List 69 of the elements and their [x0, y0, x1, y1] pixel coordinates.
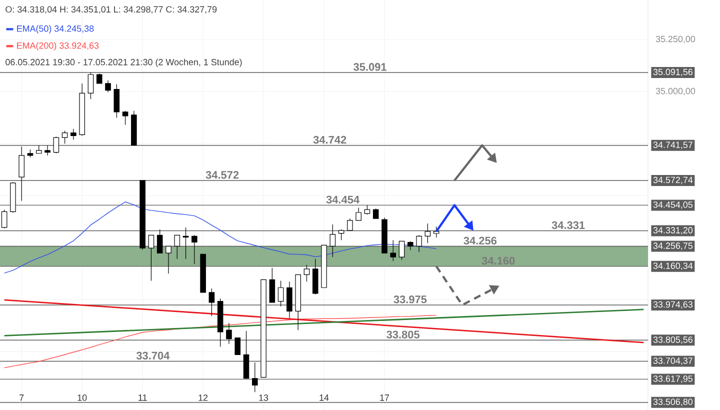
annotation: 33.805: [386, 330, 420, 338]
candlestick: [243, 330, 250, 380]
candlestick: [269, 268, 276, 303]
candlestick: [96, 73, 102, 84]
annotation: 34.331: [552, 221, 585, 230]
candlestick: [286, 281, 292, 319]
x-tick-label: 11: [138, 394, 147, 401]
ref-line-label: 33.805,56: [653, 336, 692, 344]
candlestick: [156, 229, 163, 254]
candlestick: [234, 337, 240, 355]
candlestick: [148, 234, 154, 282]
ref-line-label: 34.160,34: [653, 262, 693, 270]
ref-line-label: 34.256,75: [653, 242, 693, 250]
annotation: 06.05.2021 19:30 - 17.05.2021 21:30 (2 Wochen, 1 Stunde): [6, 58, 242, 68]
ref-line-label: 33.704,37: [653, 358, 692, 365]
candlestick: [105, 80, 111, 92]
candlestick: [278, 280, 284, 307]
candlestick: [62, 130, 68, 144]
candlestick: [166, 246, 172, 274]
candlestick: [330, 224, 336, 258]
x-tick-label: 14: [320, 394, 329, 401]
candlestick: [424, 223, 431, 244]
candlestick: [356, 207, 362, 221]
legend-label: EMA(200) 33.924,63: [17, 42, 99, 51]
x-tick-label: 7: [20, 394, 24, 401]
annotation: O: 34.318,04 H: 34.351,01 L: 34.298,77 C: 34.327,79: [6, 6, 217, 14]
annotation: 34.256: [464, 236, 497, 245]
ref-line-label: 34.454,05: [653, 201, 693, 209]
candlestick: [364, 204, 370, 215]
candlestick: [114, 84, 120, 118]
annotation: 33.704: [136, 352, 170, 360]
x-tick-label: 12: [198, 394, 208, 401]
candlestick: [208, 288, 215, 316]
annotation: 34.742: [313, 136, 346, 144]
candlestick: [398, 240, 405, 260]
candlestick: [338, 229, 344, 240]
y-tick-label: 35.250,00: [656, 36, 696, 44]
ref-line-label: 34.572,74: [653, 176, 693, 184]
candlestick: [372, 208, 379, 219]
x-tick-label: 10: [78, 394, 87, 401]
ref-line-label: 34.331,20: [653, 227, 693, 234]
candlestick: [70, 128, 76, 140]
candlestick: [44, 145, 50, 156]
ref-line-label: 35.091,56: [653, 68, 692, 76]
candlestick: [174, 234, 180, 260]
candlestick: [88, 72, 94, 100]
candlestick: [304, 264, 310, 282]
candlestick: [192, 234, 198, 264]
candlestick: [226, 322, 232, 344]
annotation: 34.572: [206, 171, 239, 179]
candlestick: [347, 218, 353, 231]
annotation: 35.091: [354, 63, 386, 71]
y-tick-label: 35.000,00: [656, 88, 696, 96]
candlestick: [18, 146, 24, 202]
annotation: 34.454: [326, 196, 360, 204]
ref-line-label: 33.974,63: [653, 301, 692, 309]
ref-line-label: 33.506,80: [653, 398, 693, 406]
candlestick: [252, 362, 258, 392]
ref-line-label: 34.741,57: [653, 142, 692, 150]
legend-label: EMA(50) 34.245,38: [17, 25, 94, 34]
candlestick: [390, 240, 396, 262]
x-tick-label: 13: [259, 394, 268, 401]
candlestick: [1, 209, 8, 229]
annotation: 33.975: [394, 296, 427, 304]
candlestick: [53, 136, 60, 154]
candlestick: [416, 234, 422, 252]
ref-line-label: 33.617,95: [653, 376, 693, 383]
candlestick: [122, 110, 128, 126]
x-tick-label: 17: [380, 394, 390, 401]
